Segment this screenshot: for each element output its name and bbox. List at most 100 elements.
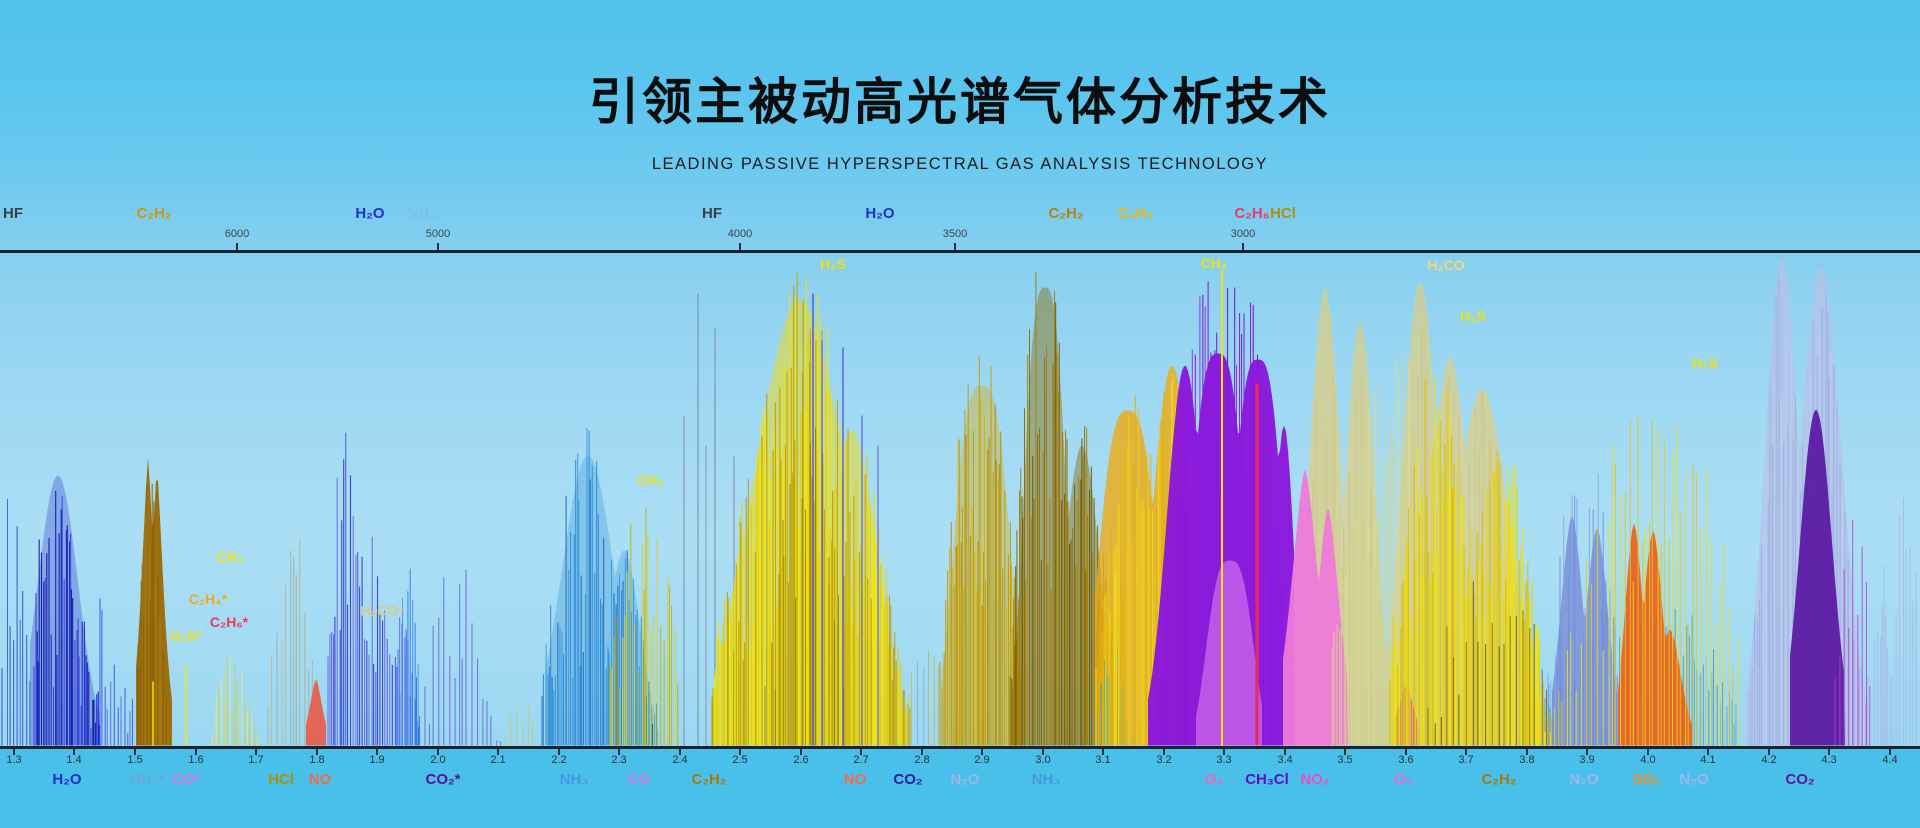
- bottom-axis-tick-label: 1.3: [6, 754, 22, 766]
- bottom-gas-label: NH₃*: [129, 771, 165, 788]
- bottom-axis-tick: [1768, 749, 1770, 755]
- bottom-gas-label: CH₃Cl: [1245, 771, 1289, 788]
- bottom-axis-tick-label: 4.3: [1821, 754, 1837, 766]
- band-blob-darkpurple-co2: [1790, 409, 1845, 746]
- bottom-axis-tick-label: 4.1: [1700, 754, 1716, 766]
- bottom-axis-tick: [1828, 749, 1830, 755]
- bottom-axis-tick-label: 2.6: [793, 754, 809, 766]
- top-axis-tick-label: 3000: [1230, 228, 1256, 240]
- bottom-axis-tick-label: 3.0: [1035, 754, 1051, 766]
- inplot-gas-label: C₂H₆*: [209, 614, 249, 630]
- bottom-axis-tick: [134, 749, 136, 755]
- bottom-axis-tick: [1707, 749, 1709, 755]
- band-lines-blueviolet-2.0: [424, 569, 498, 746]
- bottom-axis-tick: [981, 749, 983, 755]
- inplot-gas-label: CH₄: [637, 472, 665, 488]
- top-axis-tick-label: 5000: [425, 228, 451, 240]
- top-axis-tick-label: 6000: [224, 228, 250, 240]
- bottom-axis-tick: [1042, 749, 1044, 755]
- band-lines-yellow-sparse-4.0: [1544, 425, 1739, 746]
- band-lines-blue-1.87: [331, 432, 407, 746]
- bottom-axis-tick-label: 3.9: [1579, 754, 1595, 766]
- inplot-gas-label: H₂S: [1692, 355, 1718, 371]
- band-lines-khaki-bush-1.66: [218, 656, 256, 746]
- top-gas-label: C₂H₄: [1118, 205, 1154, 222]
- bottom-gas-label: CO₂: [1785, 771, 1815, 788]
- bottom-gas-label: NO₂: [1300, 771, 1330, 788]
- band-lines-magenta-4.3: [1834, 519, 1871, 746]
- bottom-gas-label: CO*: [171, 771, 201, 788]
- bottom-axis-tick: [437, 749, 439, 755]
- band-blob-coral-no-1.8: [306, 679, 326, 746]
- band-lines-yellow-big-2.6: [713, 278, 903, 746]
- bottom-axis-tick-label: 2.4: [672, 754, 688, 766]
- bottom-axis-tick: [921, 749, 923, 755]
- bottom-axis-tick: [73, 749, 75, 755]
- band-lines-dust-2.1: [504, 705, 543, 746]
- bottom-gas-label: NO: [843, 771, 867, 788]
- bottom-axis-tick: [1163, 749, 1165, 755]
- top-gas-label: HCl: [1270, 205, 1296, 222]
- bottom-axis-tick-label: 2.9: [974, 754, 990, 766]
- band-lines-brown-lines: [137, 483, 171, 746]
- bottom-axis-tick-label: 3.1: [1095, 754, 1111, 766]
- band-lines-cornflower-h2co: [402, 598, 419, 746]
- band-lines-brown-lines: [141, 529, 172, 746]
- inplot-gas-label: H₂CO⁺: [360, 602, 406, 619]
- band-lines-lavender-right-edge: [1867, 497, 1917, 746]
- bottom-axis-tick-label: 3.3: [1216, 754, 1232, 766]
- inplot-gas-label: CH₄: [216, 549, 244, 565]
- bottom-axis-tick-label: 2.3: [611, 754, 627, 766]
- bottom-gas-label: CO₂: [893, 771, 923, 788]
- band-lines-tail-2.8: [907, 661, 925, 746]
- top-axis-tick-label: 3500: [942, 228, 968, 240]
- inplot-gas-label: H₂CO: [1427, 257, 1465, 273]
- bottom-gas-label: O₂: [0, 771, 1, 788]
- bottom-axis-tick: [376, 749, 378, 755]
- bottom-axis-tick: [497, 749, 499, 755]
- bottom-gas-label: NO: [308, 771, 332, 788]
- bottom-gas-label: HCl: [268, 771, 294, 788]
- inplot-gas-label: H₂S: [1460, 308, 1486, 324]
- band-lines-darkolive-specks: [1427, 610, 1547, 746]
- bottom-axis-tick: [1465, 749, 1467, 755]
- bottom-axis-tick-label: 3.2: [1156, 754, 1172, 766]
- bottom-axis-tick-label: 1.9: [369, 754, 385, 766]
- bottom-gas-label: C₂H₂: [1481, 771, 1517, 788]
- band-lines-cornflower-lines: [1559, 495, 1607, 746]
- bottom-axis-tick-label: 2.1: [490, 754, 506, 766]
- bottom-axis-tick-label: 1.5: [127, 754, 143, 766]
- top-gas-label: C₂H₂: [1048, 205, 1084, 222]
- band-blob-orchid-inner: [1196, 560, 1262, 746]
- top-gas-label: C₂H₆: [1234, 205, 1270, 222]
- bottom-axis-tick: [1405, 749, 1407, 755]
- top-axis-tick-label: 4000: [727, 228, 753, 240]
- band-lines-blue-tail: [99, 598, 133, 746]
- band-lines-khaki-bush-1.66: [211, 657, 253, 746]
- band-lines-edge-blue: [1, 526, 28, 746]
- bottom-axis-tick-label: 2.8: [914, 754, 930, 766]
- bottom-axis-tick-label: 4.0: [1640, 754, 1656, 766]
- inplot-gas-label: H₂S*: [170, 628, 202, 644]
- band-lines-blue-1.87: [327, 477, 406, 746]
- page-subtitle: LEADING PASSIVE HYPERSPECTRAL GAS ANALYS…: [651, 155, 1269, 173]
- bottom-axis-tick-label: 2.0: [430, 754, 446, 766]
- band-lines-olive-strands-2.6: [764, 427, 845, 746]
- bottom-axis-tick: [1889, 749, 1891, 755]
- bottom-gas-label: C₂H₂: [691, 771, 727, 788]
- band-lines-edge-blue: [7, 498, 31, 746]
- inplot-gas-label: C₂H₄*: [188, 591, 228, 607]
- inplot-gas-label: CH₄: [1200, 255, 1228, 271]
- bottom-axis-tick: [679, 749, 681, 755]
- bottom-gas-label: N₂O: [1569, 771, 1599, 788]
- band-lines-cornflower-h2co: [397, 568, 421, 746]
- band-lines-tan-1.75: [271, 583, 318, 746]
- top-gas-label: H₂O: [865, 205, 895, 222]
- bottom-gas-label: H₂O: [52, 771, 82, 788]
- top-gas-label: NH₃: [407, 205, 437, 222]
- bottom-gas-label: O₃: [1204, 771, 1224, 788]
- bottom-axis-tick-label: 4.4: [1882, 754, 1898, 766]
- bottom-axis-tick: [1586, 749, 1588, 755]
